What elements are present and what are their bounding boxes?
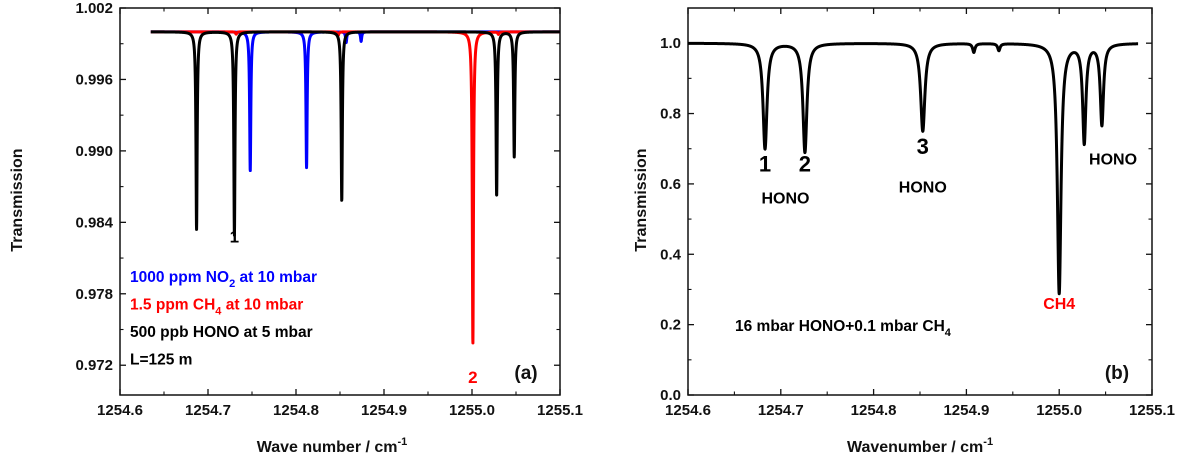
y-axis-label: Transmission	[9, 148, 26, 251]
legend-text: 500 ppb HONO at 5 mbar	[130, 324, 313, 341]
x-tick-label: 1254.6	[97, 402, 143, 419]
legend-text: 16 mbar HONO+0.1 mbar CH	[735, 318, 945, 335]
legend-subscript: 4	[215, 306, 222, 318]
y-tick-label: 0.8	[660, 106, 681, 123]
x-axis-label: Wavenumber / cm-1	[847, 436, 993, 456]
y-tick-label: 0.2	[660, 317, 681, 334]
legend-entry: 500 ppb HONO at 5 mbar	[130, 324, 313, 341]
legend-entry: 1000 ppm NO2 at 10 mbar	[130, 269, 317, 290]
x-tick-label: 1254.8	[851, 402, 897, 419]
y-tick-label: 1.002	[75, 0, 113, 17]
legend-text: 1000 ppm NO	[130, 269, 229, 286]
x-tick-label: 1254.8	[273, 402, 319, 419]
legend-entry: 16 mbar HONO+0.1 mbar CH4	[735, 318, 952, 339]
annotation-label: HONO	[1089, 152, 1137, 169]
x-axis-label-text: Wave number / cm	[257, 439, 398, 456]
series-line-1	[686, 41, 1140, 296]
x-tick-label: 1255.0	[1036, 402, 1082, 419]
x-axis-label: Wave number / cm-1	[257, 436, 408, 456]
x-axis-label-text: Wavenumber / cm	[847, 439, 983, 456]
panel-label: (a)	[514, 363, 537, 384]
annotation-label: HONO	[899, 180, 947, 197]
y-tick-label: 0.990	[75, 143, 113, 160]
x-tick-label: 1254.7	[185, 402, 231, 419]
x-tick-label: 1254.9	[361, 402, 407, 419]
annotation-label: HONO	[761, 190, 809, 207]
y-tick-label: 0.6	[660, 176, 681, 193]
legend-subscript: 2	[229, 278, 235, 290]
panel-label: (b)	[1105, 363, 1129, 384]
annotation-label: CH4	[1043, 296, 1075, 313]
annotation-label: 3	[917, 134, 929, 159]
x-tick-label: 1255.1	[1129, 402, 1175, 419]
legend-text: at 10 mbar	[235, 269, 317, 286]
plot-frame	[687, 7, 1153, 396]
peak-label: 1	[230, 228, 239, 247]
chart-panel-b: 1254.6 1254.7 1254.8 1254.9 1255.0 1255.1 0.0 0…	[633, 7, 1175, 456]
legend-text: L=125 m	[130, 352, 192, 369]
y-tick-label: 1.0	[660, 35, 681, 52]
y-tick-label: 0.972	[75, 357, 113, 374]
x-tick-label: 1254.9	[943, 402, 989, 419]
peak-label: 2	[468, 368, 477, 387]
legend-entry: L=125 m	[130, 352, 192, 369]
y-tick-label: 0.978	[75, 286, 113, 303]
series-line-3	[149, 30, 562, 237]
y-tick-label: 0.4	[660, 246, 682, 263]
y-tick-label: 0.0	[660, 387, 681, 404]
legend-subscript: 4	[945, 327, 952, 339]
x-tick-label: 1255.0	[449, 402, 495, 419]
annotation-label: 2	[799, 152, 811, 177]
y-tick-label: 0.984	[75, 214, 113, 231]
legend-entry: 1.5 ppm CH4 at 10 mbar	[130, 297, 303, 318]
x-axis-label-superscript: -1	[983, 436, 993, 448]
legend-text: at 10 mbar	[221, 297, 303, 314]
y-axis-label: Transmission	[633, 148, 650, 251]
chart-panel-a: 1254.6 1254.7 1254.8 1254.9 1255.0 1255.1 0.97…	[9, 0, 583, 456]
x-axis-label-superscript: -1	[398, 436, 408, 448]
x-tick-label: 1254.6	[665, 402, 711, 419]
legend-text: 1.5 ppm CH	[130, 297, 215, 314]
x-tick-label: 1255.1	[537, 402, 583, 419]
y-tick-label: 0.996	[75, 71, 113, 88]
x-tick-label: 1254.7	[758, 402, 804, 419]
annotation-label: 1	[759, 152, 771, 177]
